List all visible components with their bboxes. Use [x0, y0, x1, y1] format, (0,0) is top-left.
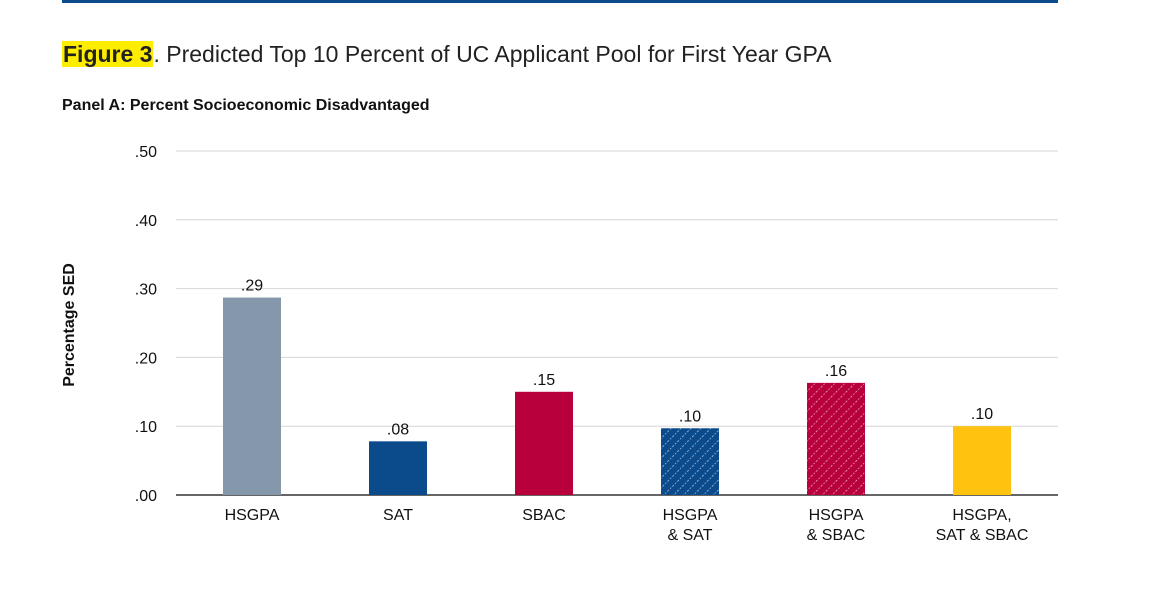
data-label: .10 [679, 408, 701, 425]
figure-title-text: . Predicted Top 10 Percent of UC Applica… [153, 41, 832, 67]
x-tick-label: HSGPA [663, 507, 718, 524]
y-tick-label: .20 [135, 350, 157, 367]
data-label: .16 [825, 363, 847, 380]
bar [807, 382, 865, 495]
data-label: .15 [533, 372, 555, 389]
y-tick-label: .10 [135, 419, 157, 436]
x-tick-label: SBAC [522, 507, 566, 524]
y-tick-label: .00 [135, 488, 157, 505]
x-tick-label: SAT [383, 507, 413, 524]
top-rule [62, 0, 1058, 3]
x-tick-label: HSGPA [225, 507, 280, 524]
x-tick-label: & SAT [667, 527, 712, 544]
x-tick-label: HSGPA, [952, 507, 1011, 524]
figure-title: Figure 3. Predicted Top 10 Percent of UC… [62, 41, 831, 68]
x-tick-label: & SBAC [807, 527, 866, 544]
x-tick-label: HSGPA [809, 507, 864, 524]
data-label: .10 [971, 406, 993, 423]
y-tick-label: .30 [135, 282, 157, 299]
data-label: .08 [387, 421, 409, 438]
bar [953, 426, 1011, 495]
x-tick-label: SAT & SBAC [936, 527, 1029, 544]
y-tick-label: .50 [135, 144, 157, 161]
y-tick-label: .40 [135, 213, 157, 230]
data-label: .29 [241, 278, 263, 295]
bar [369, 441, 427, 495]
bar [515, 391, 573, 495]
figure-label: Figure 3 [62, 41, 154, 67]
bar [223, 297, 281, 495]
bar [661, 428, 719, 495]
panel-title: Panel A: Percent Socioeconomic Disadvant… [62, 97, 430, 114]
